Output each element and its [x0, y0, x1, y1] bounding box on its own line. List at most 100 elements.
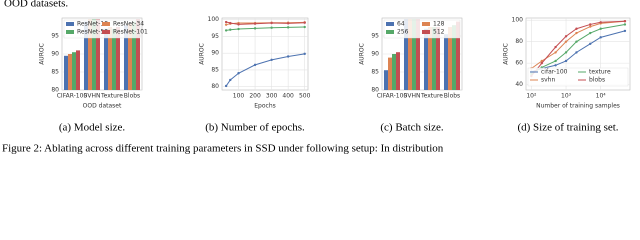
legend-swatch: [102, 30, 110, 34]
y-axis-label: AUROC: [503, 43, 510, 65]
legend-box: [527, 67, 629, 87]
point: [554, 51, 557, 54]
x-axis-label: Number of training samples: [536, 103, 620, 110]
y-tick-label: 85: [51, 69, 59, 76]
y-tick-label: 95: [211, 33, 219, 40]
x-tick-label: SVHN: [404, 93, 421, 100]
x-tick-label: Blobs: [444, 93, 460, 100]
point: [237, 72, 240, 75]
point: [270, 58, 273, 62]
legend-box: [63, 19, 141, 39]
y-tick-label: 100: [512, 17, 524, 24]
point: [286, 22, 290, 25]
y-tick-label: 85: [371, 69, 379, 76]
bar: [448, 27, 452, 90]
point: [270, 21, 273, 25]
bar: [64, 55, 68, 90]
point: [564, 40, 568, 43]
bar: [72, 52, 76, 90]
bar: [412, 19, 416, 90]
legend-label: 128: [433, 21, 445, 28]
point: [303, 52, 306, 56]
point: [253, 27, 257, 30]
point: [270, 26, 273, 29]
bar: [432, 27, 436, 90]
figure: OOD datasets. Figure 2: Ablating across …: [2, 0, 631, 155]
bar: [456, 21, 460, 91]
point: [540, 59, 544, 63]
legend-label: 64: [397, 21, 405, 28]
x-tick-label: 10³: [561, 93, 572, 100]
point: [589, 23, 592, 26]
bar: [452, 25, 456, 91]
point: [575, 51, 578, 54]
bar: [136, 19, 140, 90]
point: [303, 25, 306, 29]
point: [554, 59, 557, 63]
legend-swatch: [386, 30, 394, 34]
legend-swatch: [102, 22, 110, 26]
bar: [68, 54, 72, 90]
y-axis-label: AUROC: [199, 43, 206, 65]
legend-label: texture: [589, 69, 611, 76]
bar: [128, 23, 132, 90]
x-tick-label: 10⁴: [596, 93, 607, 100]
bar: [384, 70, 388, 90]
x-tick-label: Texture: [420, 93, 443, 100]
y-tick-label: 80: [515, 38, 523, 45]
subcaption: (c) Batch size.: [380, 122, 443, 134]
bar: [104, 28, 108, 90]
bar: [424, 28, 428, 90]
line: [531, 23, 626, 75]
y-tick-label: 60: [515, 60, 523, 67]
x-tick-label: CIFAR-100: [377, 93, 408, 100]
x-tick-label: 100: [233, 93, 245, 100]
bar: [108, 27, 112, 90]
point: [554, 64, 557, 67]
point: [253, 63, 257, 67]
legend-label: 256: [397, 29, 409, 36]
bar: [124, 25, 128, 91]
legend-label: ResNet-101: [113, 29, 148, 36]
point: [229, 21, 232, 25]
y-axis-label: AUROC: [39, 43, 46, 65]
x-tick-label: Texture: [100, 93, 123, 100]
point: [286, 55, 290, 58]
point: [589, 25, 592, 28]
x-tick-label: SVHN: [84, 93, 101, 100]
point: [564, 59, 568, 63]
bar: [396, 52, 400, 90]
legend-label: cifar-100: [541, 69, 568, 76]
y-tick-label: 90: [371, 51, 379, 58]
point: [237, 23, 240, 26]
point: [589, 42, 592, 45]
legend-box: [383, 19, 461, 39]
bar: [416, 19, 420, 90]
subcaption: (b) Number of epochs.: [205, 122, 305, 134]
bar: [444, 34, 448, 90]
point: [575, 31, 578, 35]
legend-swatch: [422, 30, 430, 34]
bar: [88, 19, 92, 90]
point: [599, 36, 602, 39]
point: [224, 29, 228, 32]
y-tick-label: 90: [51, 51, 59, 58]
point: [564, 35, 568, 38]
y-tick-label: 100: [208, 16, 220, 23]
subcaption: (d) Size of training set.: [517, 122, 618, 134]
bar: [76, 50, 80, 90]
point: [599, 27, 602, 30]
bar: [408, 19, 412, 90]
legend-label: ResNet-50: [77, 29, 108, 36]
bar: [392, 54, 396, 90]
figure-caption: Figure 2: Ablating across different trai…: [2, 143, 444, 155]
point: [253, 22, 257, 25]
point: [229, 28, 232, 31]
point: [599, 21, 602, 24]
y-tick-label: 80: [51, 87, 59, 94]
bar: [428, 27, 432, 90]
y-tick-label: 90: [211, 50, 219, 57]
point: [224, 23, 228, 26]
bar: [96, 19, 100, 90]
bar: [84, 21, 88, 91]
